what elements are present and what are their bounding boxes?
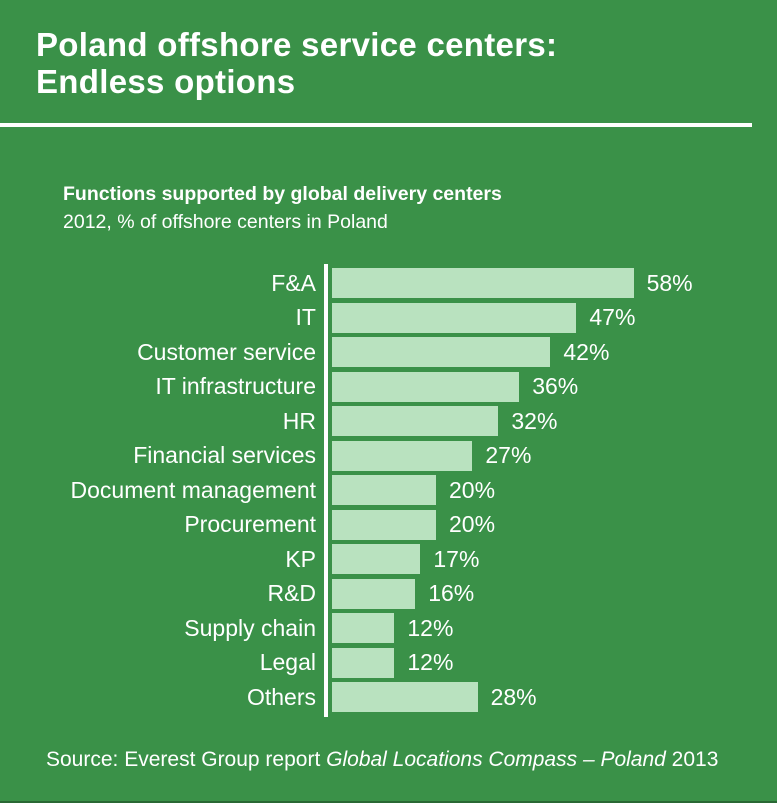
chart-row: KP 17%	[0, 542, 777, 577]
bar	[332, 371, 520, 402]
bar	[332, 268, 634, 299]
category-label: Document management	[70, 476, 316, 503]
value-label: 28%	[490, 683, 537, 710]
bar	[332, 475, 436, 506]
chart-row: Supply chain 12%	[0, 611, 777, 646]
bar	[332, 440, 473, 471]
category-label: R&D	[267, 580, 316, 607]
chart-row: Document management 20%	[0, 473, 777, 508]
chart-row: IT infrastructure 36%	[0, 370, 777, 405]
chart-row: IT 47%	[0, 301, 777, 336]
value-label: 42%	[563, 338, 610, 365]
page-title: Poland offshore service centers: Endless…	[36, 26, 558, 100]
chart-row: Financial services 27%	[0, 439, 777, 474]
value-label: 32%	[511, 407, 558, 434]
category-label: Supply chain	[184, 614, 316, 641]
chart-row: Legal 12%	[0, 646, 777, 681]
bar	[332, 337, 551, 368]
value-label: 58%	[646, 269, 693, 296]
value-label: 36%	[532, 373, 579, 400]
chart-row: Others 28%	[0, 680, 777, 715]
value-label: 16%	[428, 580, 475, 607]
bar	[332, 544, 421, 575]
category-label: Legal	[259, 649, 316, 676]
bar-chart: F&A 58% IT 47% Customer service 42% IT infrast…	[0, 264, 777, 717]
category-label: Financial services	[133, 442, 316, 469]
axis-line	[324, 264, 328, 717]
value-label: 27%	[485, 442, 532, 469]
value-label: 47%	[589, 304, 636, 331]
chart-subtitle: 2012, % of offshore centers in Poland	[63, 211, 388, 233]
bar	[332, 682, 478, 713]
category-label: Others	[246, 683, 316, 710]
bar	[332, 406, 499, 437]
chart-header: Functions supported by global delivery c…	[63, 180, 502, 236]
chart-row: Customer service 42%	[0, 335, 777, 370]
source-year: 2013	[665, 748, 719, 771]
category-label: Customer service	[137, 338, 316, 365]
value-label: 17%	[433, 545, 480, 572]
category-label: HR	[282, 407, 316, 434]
bar	[332, 647, 395, 678]
title-divider	[0, 123, 752, 127]
value-label: 20%	[449, 476, 496, 503]
bar	[332, 578, 416, 609]
value-label: 20%	[449, 511, 496, 538]
chart-row: R&D 16%	[0, 577, 777, 612]
category-label: IT	[295, 304, 316, 331]
chart-rows: F&A 58% IT 47% Customer service 42% IT infrast…	[0, 266, 777, 715]
chart-title: Functions supported by global delivery c…	[63, 183, 502, 205]
source-report-title: Global Locations Compass – Poland	[326, 748, 666, 771]
category-label: Procurement	[184, 511, 316, 538]
chart-row: F&A 58%	[0, 266, 777, 301]
category-label: KP	[285, 545, 316, 572]
chart-row: Procurement 20%	[0, 508, 777, 543]
chart-row: HR 32%	[0, 404, 777, 439]
value-label: 12%	[407, 614, 454, 641]
source-text: Source: Everest Group report	[46, 748, 327, 771]
bar	[332, 509, 436, 540]
value-label: 12%	[407, 649, 454, 676]
bar	[332, 613, 395, 644]
bar	[332, 302, 577, 333]
category-label: F&A	[271, 269, 316, 296]
source-note: Source: Everest Group report Global Loca…	[46, 748, 718, 772]
category-label: IT infrastructure	[155, 373, 316, 400]
